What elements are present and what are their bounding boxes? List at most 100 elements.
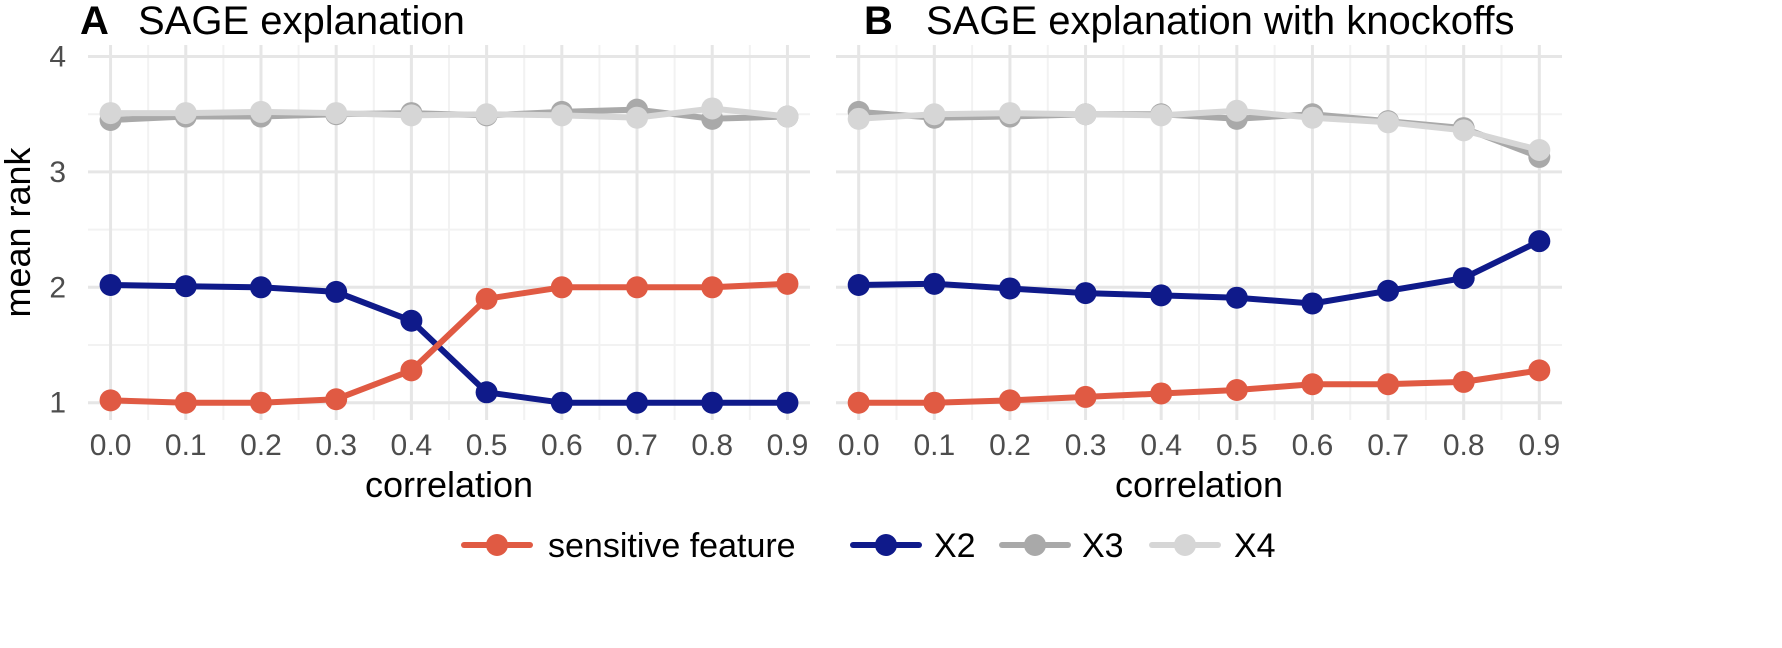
- y-tick-label: 2: [49, 271, 66, 304]
- legend-marker: [486, 534, 508, 556]
- x-tick-label: 0.0: [90, 429, 132, 462]
- y-tick-label: 4: [49, 41, 66, 74]
- x-tick-label: 0.9: [1518, 429, 1560, 462]
- legend-marker: [1024, 534, 1046, 556]
- x-tick-label: 0.3: [1065, 429, 1107, 462]
- panel-letter: A: [80, 0, 109, 43]
- series-sensitive-feature: [99, 272, 799, 414]
- data-point: [1074, 385, 1097, 408]
- data-point: [1301, 373, 1324, 396]
- series-line: [107, 280, 791, 406]
- x-tick-label: 0.4: [1140, 429, 1182, 462]
- data-point: [475, 287, 498, 310]
- data-point: [1452, 119, 1475, 142]
- legend-label: X4: [1234, 527, 1276, 565]
- data-point: [99, 389, 122, 412]
- legend-item: X3: [999, 527, 1124, 565]
- data-point: [400, 309, 423, 332]
- legend-label: X3: [1082, 527, 1124, 565]
- x-tick-label: 0.9: [767, 429, 809, 462]
- data-point: [1150, 382, 1173, 405]
- data-point: [325, 388, 348, 411]
- data-point: [847, 107, 870, 130]
- x-tick-label: 0.6: [541, 429, 583, 462]
- panel-title: SAGE explanation: [138, 0, 465, 43]
- data-point: [325, 102, 348, 125]
- panel-a: 0.0 0.1 0.2 0.3 0.4 0.5 0.6 0.7 0.8 0.9 1 2 3 4 mean r…: [0, 0, 810, 505]
- legend-marker: [1174, 534, 1196, 556]
- legend-label: X2: [934, 527, 976, 565]
- data-point: [626, 106, 649, 129]
- data-point: [776, 272, 799, 295]
- x-tick-label: 0.1: [913, 429, 955, 462]
- data-point: [174, 275, 197, 298]
- data-point: [626, 391, 649, 414]
- data-point: [1528, 359, 1551, 382]
- legend-label: sensitive feature: [548, 527, 796, 565]
- x-tick-label: 0.2: [989, 429, 1031, 462]
- data-point: [475, 103, 498, 126]
- x-tick-label: 0.4: [391, 429, 433, 462]
- series-line: [855, 367, 1543, 406]
- legend: sensitive feature X2 X3 X4: [461, 527, 1276, 565]
- legend-item: sensitive feature: [461, 527, 796, 565]
- data-point: [475, 381, 498, 404]
- x-axis-title: correlation: [365, 464, 533, 505]
- x-tick-label: 0.8: [1443, 429, 1485, 462]
- data-point: [400, 104, 423, 127]
- data-point: [998, 389, 1021, 412]
- y-tick-label: 1: [49, 387, 66, 420]
- series-line: [107, 105, 791, 121]
- x-tick-label: 0.0: [838, 429, 880, 462]
- data-point: [99, 102, 122, 125]
- x-tick-label: 0.5: [466, 429, 508, 462]
- x-tick-label: 0.8: [691, 429, 733, 462]
- x-tick-label: 0.7: [1367, 429, 1409, 462]
- data-point: [99, 274, 122, 296]
- panel-b: 0.0 0.1 0.2 0.3 0.4 0.5 0.6 0.7 0.8 0.9 correlatio…: [836, 0, 1562, 505]
- data-point: [1074, 103, 1097, 126]
- data-point: [1528, 230, 1551, 253]
- data-point: [1377, 279, 1400, 302]
- x-tick-label: 0.1: [165, 429, 207, 462]
- data-point: [1377, 111, 1400, 134]
- data-point: [1225, 379, 1248, 401]
- series-line: [107, 282, 791, 406]
- series-sensitive-feature: [847, 359, 1551, 414]
- data-point: [249, 391, 272, 414]
- panel-title: SAGE explanation with knockoffs: [926, 0, 1514, 43]
- panel-letter: B: [864, 0, 893, 43]
- data-point: [1074, 282, 1097, 305]
- data-point: [776, 391, 799, 414]
- data-point: [998, 277, 1021, 300]
- data-point: [1452, 370, 1475, 393]
- x-axis-title: correlation: [1115, 464, 1283, 505]
- data-point: [1301, 292, 1324, 315]
- data-point: [701, 276, 724, 299]
- series-x4: [99, 97, 799, 129]
- data-point: [998, 102, 1021, 125]
- data-point: [923, 103, 946, 126]
- data-point: [400, 359, 423, 382]
- x-tick-label: 0.2: [240, 429, 282, 462]
- data-point: [923, 272, 946, 295]
- data-point: [550, 276, 573, 299]
- data-point: [249, 100, 272, 123]
- data-point: [1225, 286, 1248, 309]
- data-point: [1452, 267, 1475, 290]
- data-point: [325, 280, 348, 303]
- data-point: [1150, 104, 1173, 127]
- data-point: [847, 391, 870, 414]
- data-point: [1377, 373, 1400, 396]
- series-x4: [847, 99, 1551, 161]
- series-x2: [99, 274, 799, 414]
- x-tick-label: 0.3: [315, 429, 357, 462]
- legend-marker: [875, 534, 897, 556]
- y-axis-title: mean rank: [0, 146, 38, 317]
- data-point: [174, 102, 197, 125]
- legend-item: X4: [1149, 527, 1276, 565]
- data-point: [701, 391, 724, 414]
- data-point: [626, 276, 649, 299]
- data-point: [1150, 284, 1173, 307]
